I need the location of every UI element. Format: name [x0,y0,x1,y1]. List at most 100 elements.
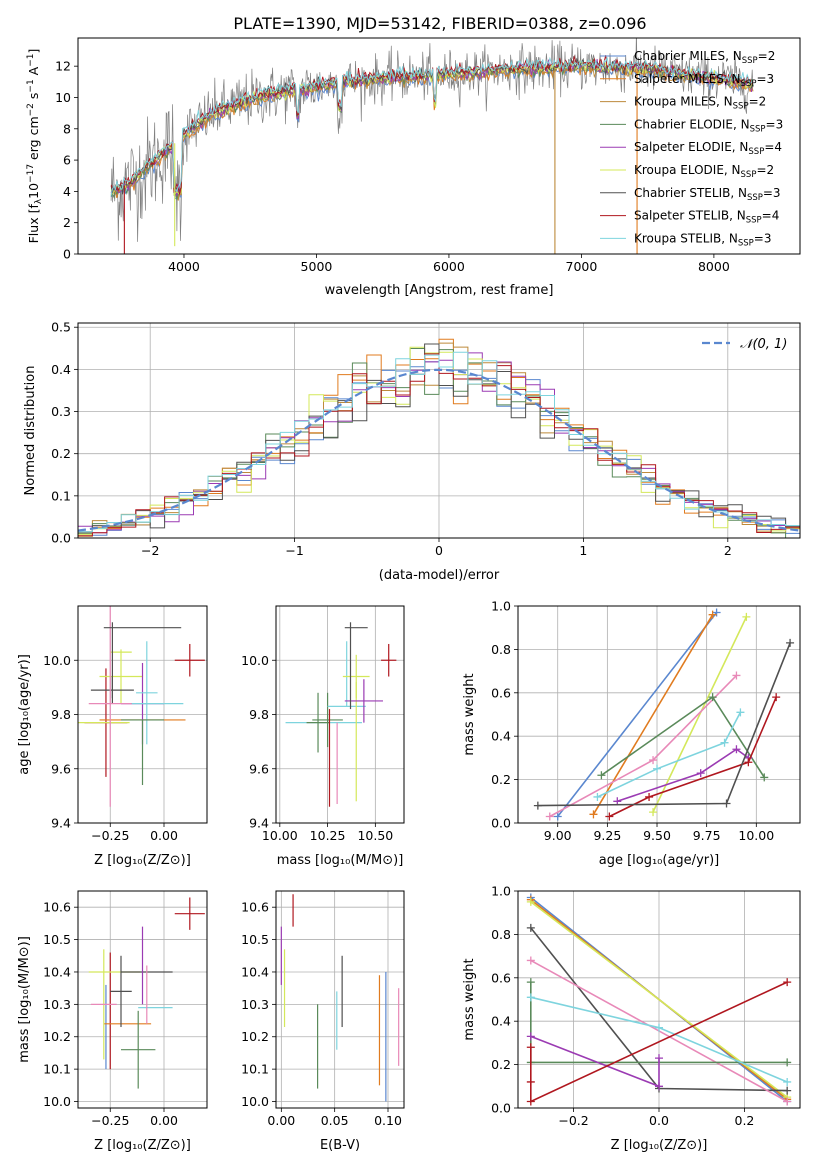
gaussian-curve [78,368,800,532]
massweight-point [649,808,658,817]
x-tick-label: 9.50 [643,828,671,843]
massweight-point [605,812,614,821]
x-tick-label: 0.0 [649,1113,669,1128]
massweight-point [533,801,542,810]
y-tick-label: 10.1 [241,1062,269,1077]
axes-frame [77,37,801,255]
y-tick-label: 0.2 [491,772,511,787]
x-tick-label: 0.2 [735,1113,755,1128]
massweight-point [736,708,745,717]
plot-area [280,894,400,1102]
x-tick-label: −0.2 [558,1113,588,1128]
y-tick-label: 10.2 [241,1029,269,1044]
massweight-vs-metallicity-panel: −0.2 0.0 0.2 0.0 0.2 0.4 0.6 0.8 1.0 Z [log₁₀(Z/Z… [462,884,801,1153]
x-tick-label: 0.00 [150,1113,178,1128]
y-tick-label: 0.4 [51,362,71,377]
y-axis-label-part: s [26,93,41,104]
legend-entry-text: Salpeter STELIB, N [634,209,746,223]
y-tick-label: 1.0 [491,599,511,614]
y-tick-label: 0.1 [51,488,71,503]
y-tick-label: 10.5 [43,932,71,947]
y-tick-label: 0.0 [491,816,511,831]
plot-area [88,897,205,1089]
y-tick-label: 0.4 [491,729,511,744]
y-tick-label: 10.3 [43,997,71,1012]
massweight-point [597,771,606,780]
y-tick-label: 0.0 [491,1101,511,1116]
y-tick-label: 0.6 [491,685,511,700]
y-tick-label: 10.0 [241,653,269,668]
age-vs-mass-panel: 10.00 10.25 10.50 9.4 9.6 9.8 10.0 mass [log₁₀(… [241,605,405,868]
legend-entry: Chabrier ELODIE, NSSP=3 [634,117,783,134]
legend-entry-value: =3 [766,117,784,131]
figure-title: PLATE=1390, MJD=53142, FIBERID=0388, z=0… [233,14,646,33]
legend-entry: Kroupa ELODIE, NSSP=2 [634,163,774,180]
plot-area [533,608,795,821]
y-tick-label: 10.5 [241,932,269,947]
massweight-point [526,1097,535,1106]
plot-area [78,338,800,538]
x-tick-label: 1 [579,543,587,558]
y-axis-label-part: 10 [26,183,41,199]
legend-entry: Kroupa MILES, NSSP=2 [634,95,766,112]
legend-entry-text: Chabrier ELODIE, N [634,117,750,131]
x-tick-label: 9.25 [593,828,621,843]
massweight-series-line [592,614,714,815]
y-tick-label: 10.6 [43,900,71,915]
y-tick-label: 10.0 [43,1094,71,1109]
x-tick-label: 0 [435,543,443,558]
y-tick-label: 6 [63,153,71,168]
legend-entry-sub: SSP [748,147,764,157]
massweight-series-line [557,612,718,817]
legend-entry-text: Salpeter ELODIE, N [634,140,748,154]
legend-entry: Salpeter MILES, NSSP=3 [634,72,774,89]
massweight-point [696,769,705,778]
x-axis-label: age [log₁₀(age/yr)] [599,853,720,868]
legend-entry-value: =2 [749,95,767,109]
x-tick-label: −2 [141,543,159,558]
y-tick-label: 4 [63,184,71,199]
y-tick-label: 10.1 [43,1062,71,1077]
massweight-point [732,671,741,680]
massweight-point [526,978,535,987]
legend-entry: Chabrier MILES, NSSP=2 [634,49,775,66]
y-axis-label-part: A [26,66,41,79]
x-tick-label: 2 [724,543,732,558]
y-axis-label: age [log₁₀(age/yr)] [17,654,32,775]
massweight-point [653,764,662,773]
y-axis-label-part: −1 [26,79,36,92]
legend-entry-value: =3 [754,231,772,245]
massweight-point [545,812,554,821]
massweight-point [526,993,535,1002]
legend-entry-value: =3 [763,186,781,200]
massweight-series-line [537,642,791,807]
y-tick-label: 0.8 [491,927,511,942]
y-axis-label-part: −17 [26,164,36,183]
y-tick-label: 10.0 [43,653,71,668]
y-tick-label: 9.6 [249,761,269,776]
x-tick-label: 9.75 [693,828,721,843]
massweight-point [655,1054,663,1063]
y-axis-label-part: −1 [26,54,36,67]
age-vs-metallicity-panel: −0.25 0.00 9.4 9.6 9.8 10.0 Z [log₁₀(Z/Z⊙)] age… [17,605,208,868]
x-tick-label: 0.10 [374,1113,402,1128]
gridlines [276,606,404,824]
legend-entry-text: Salpeter MILES, N [634,72,741,86]
x-tick-label: 5000 [301,259,333,274]
massweight-point [783,1077,792,1086]
mass-vs-ebv-panel: 0.00 0.05 0.10 10.0 10.1 10.2 10.3 10.4 10.5 10.6… [241,890,405,1153]
y-tick-label: 10 [55,90,71,105]
massweight-series-line [652,616,748,813]
legend-entry-sub: SSP [746,216,762,226]
x-tick-label: −1 [285,543,303,558]
legend-entry-sub: SSP [742,56,758,66]
massweight-point [649,756,658,765]
y-tick-label: 10.4 [43,964,71,979]
massweight-point [655,1082,663,1091]
x-tick-label: 10.00 [738,828,774,843]
x-tick-label: 0.05 [321,1113,349,1128]
x-tick-label: −0.25 [91,828,129,843]
massweight-point [783,1058,792,1067]
x-axis-label: Z [log₁₀(Z/Z⊙)] [611,1138,708,1153]
